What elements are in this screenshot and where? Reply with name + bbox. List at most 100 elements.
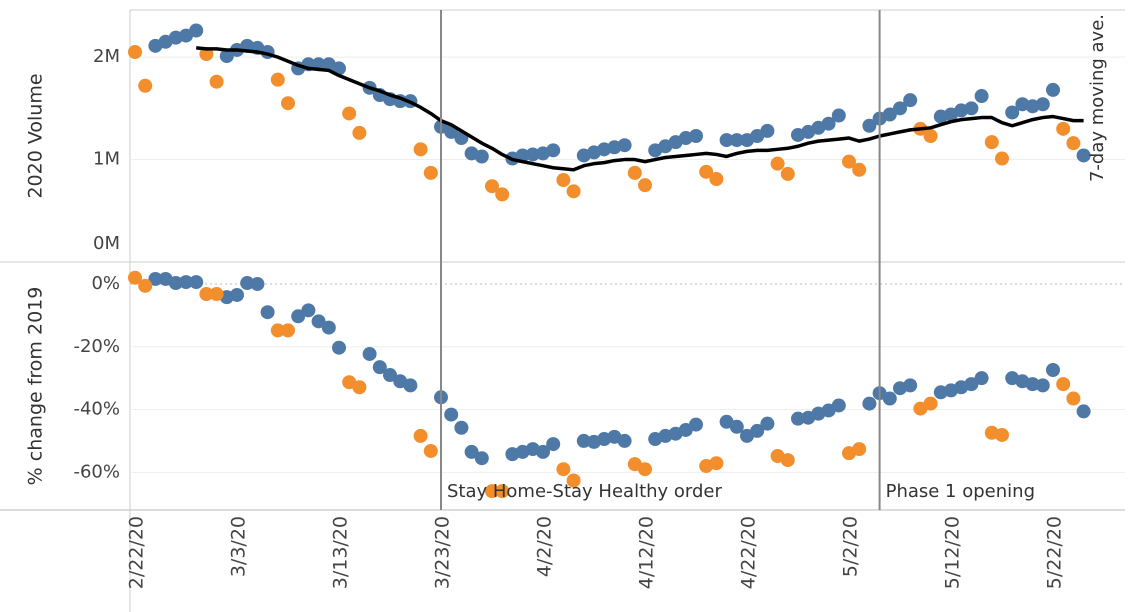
point (168, 276, 183, 291)
point (546, 143, 561, 158)
y-tick-label: 2M (93, 46, 120, 67)
point (311, 314, 326, 329)
point (250, 276, 265, 291)
y-axis-title: 2020 Volume (25, 73, 47, 198)
point (209, 287, 224, 302)
point (1046, 362, 1060, 377)
point (209, 74, 224, 89)
point (566, 184, 581, 199)
point (1025, 377, 1040, 392)
y-tick-label: 0% (91, 273, 120, 294)
point (709, 456, 724, 471)
point (362, 346, 377, 361)
point (923, 396, 938, 411)
point (403, 378, 418, 393)
point (709, 172, 724, 187)
point (729, 419, 744, 434)
x-tick-label: 4/2/20 (534, 516, 556, 577)
x-tick-label: 3/23/20 (432, 516, 454, 589)
point (627, 165, 642, 180)
point (689, 417, 703, 432)
point (423, 443, 438, 458)
point (699, 164, 714, 179)
point (995, 151, 1009, 166)
point (770, 156, 785, 171)
point (617, 138, 632, 153)
point (495, 187, 510, 202)
point (474, 149, 489, 164)
point (454, 420, 469, 435)
point (332, 340, 346, 355)
point (984, 135, 999, 150)
point (903, 93, 918, 108)
point (536, 444, 550, 459)
y-tick-label: 1M (93, 149, 120, 170)
point (179, 275, 193, 290)
point (464, 444, 479, 459)
point (750, 423, 765, 438)
point (270, 72, 285, 87)
point (240, 276, 255, 291)
point (413, 142, 428, 157)
point (1056, 377, 1071, 392)
point (556, 173, 571, 188)
x-tick-label: 5/2/20 (840, 516, 862, 577)
point (138, 78, 153, 93)
point (882, 107, 897, 122)
x-tick-label: 5/12/20 (942, 516, 964, 589)
point (1066, 391, 1081, 406)
point (638, 462, 652, 477)
point (281, 323, 295, 338)
point (780, 166, 795, 181)
y-axis-title: % change from 2019 (25, 287, 47, 486)
point (352, 380, 367, 395)
point (1066, 136, 1081, 151)
point (617, 433, 632, 448)
y-tick-label: -40% (73, 399, 120, 420)
x-tick-label: 2/22/20 (126, 516, 148, 589)
point (1035, 97, 1050, 112)
point (1046, 82, 1060, 97)
point (383, 368, 397, 383)
x-tick-label: 4/12/20 (636, 516, 658, 589)
line-label: 7-day moving ave. (1087, 14, 1108, 182)
point (831, 108, 846, 123)
point (760, 416, 775, 431)
point (974, 89, 989, 104)
moving-average-line (196, 46, 1084, 172)
point (291, 309, 306, 324)
point (138, 278, 153, 293)
point (556, 462, 571, 477)
point (689, 129, 703, 143)
point (831, 398, 846, 413)
point (862, 396, 877, 411)
point (270, 323, 285, 338)
point (495, 484, 510, 499)
x-tick-label: 3/13/20 (330, 516, 352, 589)
point (230, 287, 244, 302)
x-tick-label: 3/3/20 (228, 516, 250, 577)
point (413, 428, 428, 443)
point (862, 118, 877, 133)
point (281, 96, 295, 111)
point (128, 45, 142, 59)
point (719, 133, 734, 148)
point (199, 287, 214, 302)
point (995, 427, 1009, 442)
point (219, 49, 234, 64)
point (444, 407, 459, 422)
point (485, 484, 499, 499)
x-tick-label: 5/22/20 (1044, 516, 1066, 589)
y-tick-label: -20% (73, 336, 120, 357)
x-tick-label: 4/22/20 (738, 516, 760, 589)
point (1076, 148, 1091, 163)
point (791, 411, 805, 426)
point (821, 116, 836, 131)
point (485, 179, 499, 194)
y-tick-label: 0M (93, 233, 120, 254)
point (964, 101, 979, 116)
point (638, 178, 652, 193)
point (760, 123, 775, 138)
point (128, 270, 142, 285)
